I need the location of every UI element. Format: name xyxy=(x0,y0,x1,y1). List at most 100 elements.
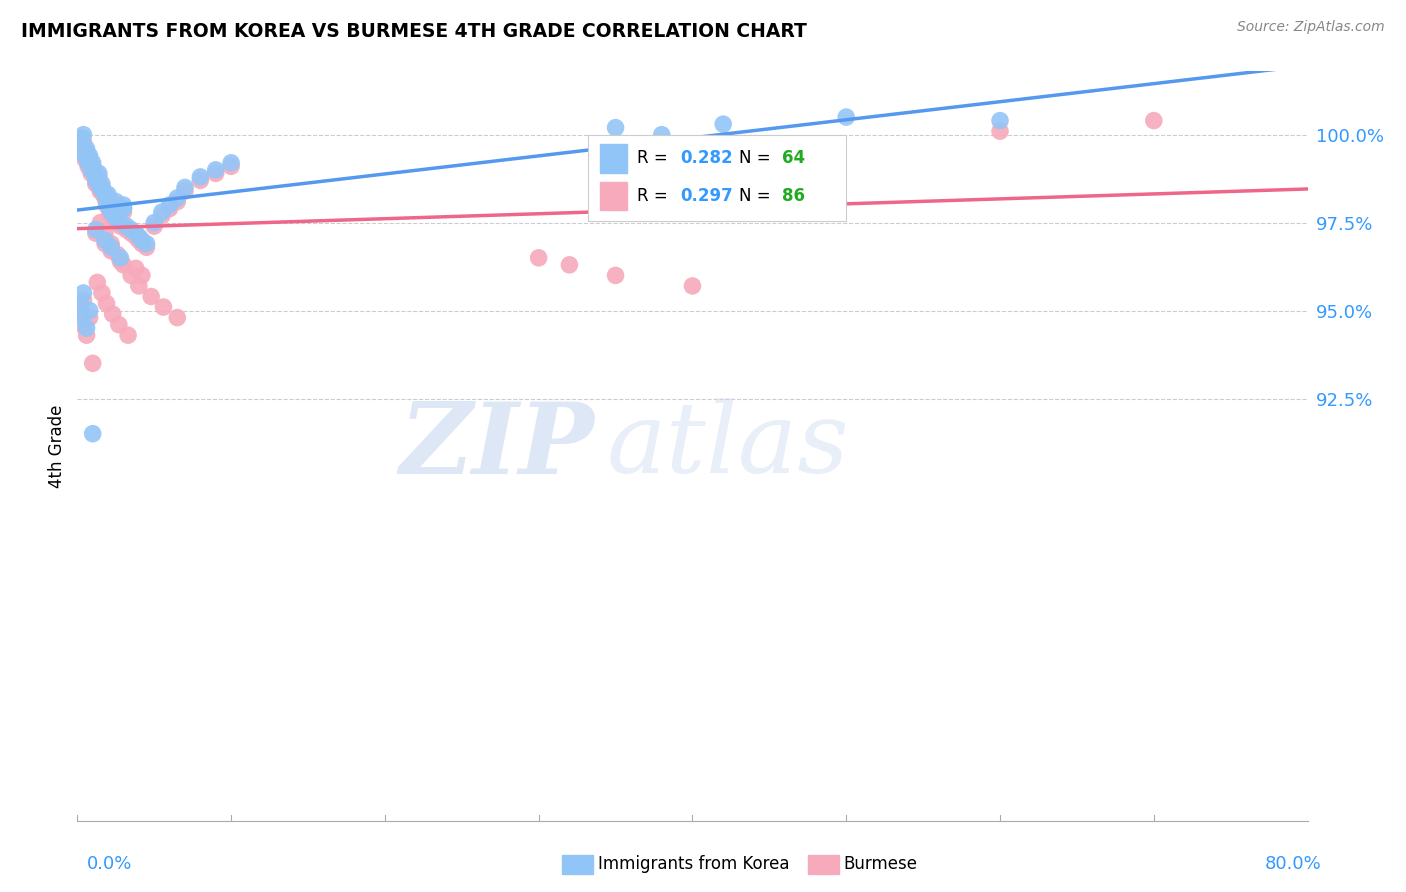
Point xyxy=(105,216,128,230)
Point xyxy=(115,219,138,234)
Point xyxy=(69,142,91,156)
Point xyxy=(835,110,858,124)
Point xyxy=(98,202,121,216)
Point xyxy=(120,222,142,236)
Point xyxy=(84,173,107,187)
Point xyxy=(94,236,117,251)
Point xyxy=(110,219,132,234)
Point xyxy=(1143,113,1166,128)
Y-axis label: 4th Grade: 4th Grade xyxy=(48,404,66,488)
Point xyxy=(103,209,125,223)
Point xyxy=(150,209,173,223)
Point xyxy=(117,328,139,343)
Point xyxy=(72,285,94,300)
Point xyxy=(84,222,107,236)
Point xyxy=(204,166,226,180)
Point xyxy=(69,303,91,318)
Point xyxy=(97,187,120,202)
Point xyxy=(67,138,90,153)
Point xyxy=(101,307,124,321)
Point xyxy=(69,138,91,153)
Point xyxy=(83,166,105,180)
Point xyxy=(135,240,157,254)
Point xyxy=(86,276,108,290)
Text: 86: 86 xyxy=(782,186,806,205)
Point xyxy=(96,296,118,310)
Point xyxy=(87,166,110,180)
Point xyxy=(72,293,94,307)
Point xyxy=(70,131,93,145)
Point xyxy=(682,279,704,293)
Point xyxy=(67,135,90,149)
Point xyxy=(204,162,226,177)
Point xyxy=(988,124,1011,138)
Point xyxy=(73,145,96,160)
Point xyxy=(150,205,173,219)
Point xyxy=(94,187,117,202)
Point xyxy=(115,222,138,236)
Text: atlas: atlas xyxy=(606,399,849,493)
Point xyxy=(131,236,153,251)
Point xyxy=(80,159,103,173)
Bar xyxy=(588,135,846,221)
Point xyxy=(70,131,93,145)
Point xyxy=(84,173,107,187)
Point xyxy=(103,212,125,227)
Point xyxy=(80,162,103,177)
Point xyxy=(988,113,1011,128)
Text: Immigrants from Korea: Immigrants from Korea xyxy=(598,855,789,873)
Point xyxy=(174,180,197,194)
Point xyxy=(558,258,581,272)
Point xyxy=(93,187,115,202)
Bar xyxy=(600,144,627,172)
Point xyxy=(82,426,104,441)
Point xyxy=(135,236,157,251)
Point xyxy=(128,229,150,244)
Point xyxy=(72,128,94,142)
Point xyxy=(89,180,111,194)
Point xyxy=(79,303,101,318)
Point xyxy=(120,268,142,283)
Point xyxy=(105,212,128,227)
Point xyxy=(90,177,114,191)
Point xyxy=(89,180,111,194)
Text: ZIP: ZIP xyxy=(399,398,595,494)
Point xyxy=(605,120,627,135)
Point xyxy=(86,177,108,191)
Text: R =: R = xyxy=(637,149,673,168)
Point xyxy=(82,356,104,370)
Point xyxy=(77,153,100,167)
Text: Source: ZipAtlas.com: Source: ZipAtlas.com xyxy=(1237,20,1385,34)
Point xyxy=(73,149,96,163)
Point xyxy=(188,173,212,187)
Point xyxy=(70,310,93,325)
Point xyxy=(79,149,101,163)
Text: 0.282: 0.282 xyxy=(681,149,733,168)
Point xyxy=(104,198,127,212)
Point xyxy=(219,156,242,170)
Point xyxy=(112,202,135,216)
Point xyxy=(80,162,103,177)
Point xyxy=(76,321,98,335)
Point xyxy=(96,194,118,209)
Point xyxy=(128,233,150,247)
Text: 0.0%: 0.0% xyxy=(87,855,132,873)
Point xyxy=(82,159,104,173)
Point xyxy=(125,261,148,276)
Point xyxy=(79,310,101,325)
Point xyxy=(711,117,734,131)
Point xyxy=(72,135,94,149)
Point xyxy=(166,191,188,205)
Text: 0.297: 0.297 xyxy=(681,186,733,205)
Point xyxy=(98,205,121,219)
Point xyxy=(76,142,98,156)
Point xyxy=(90,180,114,194)
Point xyxy=(112,205,135,219)
Point xyxy=(97,191,120,205)
Point xyxy=(110,254,132,268)
Point xyxy=(79,153,101,167)
Point xyxy=(77,156,100,170)
Point xyxy=(143,219,166,234)
Point xyxy=(100,205,122,219)
Point xyxy=(188,169,212,184)
